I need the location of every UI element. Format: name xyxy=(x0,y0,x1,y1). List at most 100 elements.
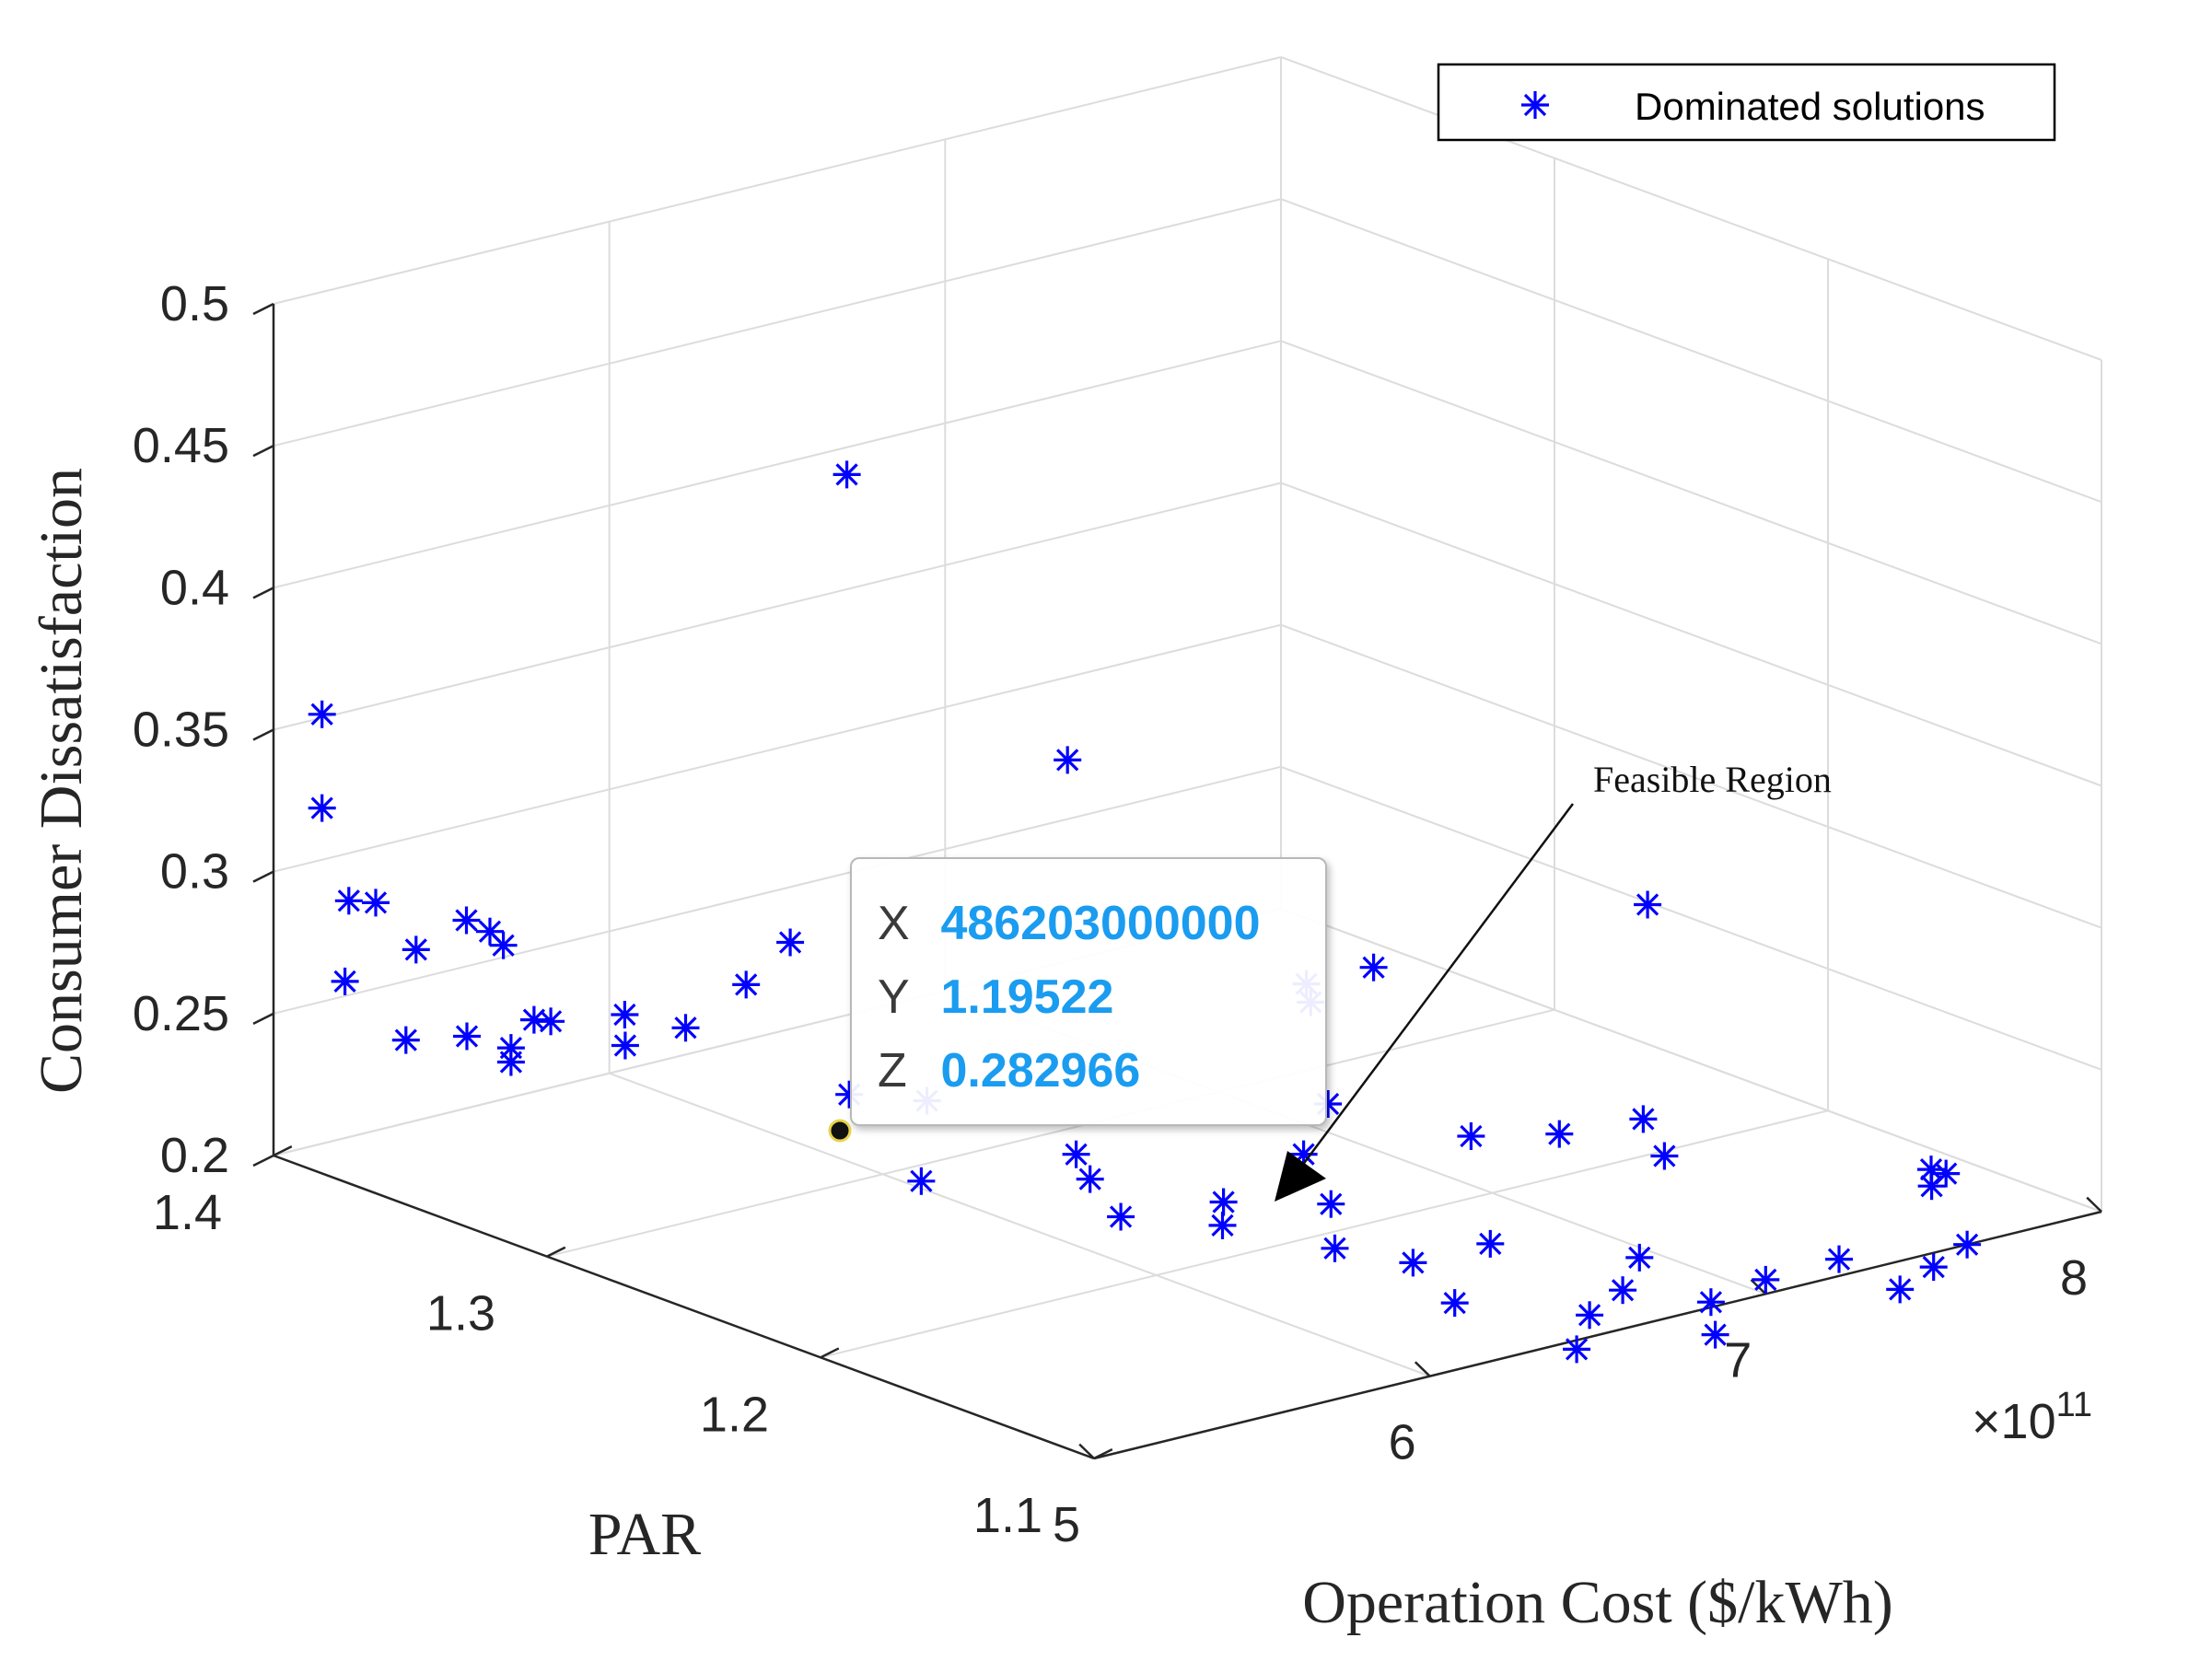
data-point xyxy=(1650,1142,1679,1170)
grid-line xyxy=(273,482,1282,731)
data-point xyxy=(453,1022,481,1051)
data-point xyxy=(1696,1288,1725,1317)
data-point xyxy=(832,460,861,489)
grid-line xyxy=(273,198,1282,447)
x-tick-label: 5 xyxy=(1053,1497,1080,1552)
x-tick-label: 6 xyxy=(1389,1415,1416,1470)
x-axis-exponent: ×1011 xyxy=(1972,1386,2092,1449)
datatip-x-row: X 486203000000 xyxy=(878,887,1325,960)
z-tick-mark xyxy=(252,302,274,316)
data-point xyxy=(1563,1335,1591,1364)
data-point xyxy=(1545,1120,1574,1148)
data-point xyxy=(452,906,481,935)
data-point xyxy=(1629,1105,1658,1133)
grid-line xyxy=(273,623,1282,873)
y-tick-label: 1.2 xyxy=(700,1387,769,1442)
data-point xyxy=(1107,1202,1135,1231)
datatip-y-row: Y 1.19522 xyxy=(878,960,1325,1034)
grid-line xyxy=(1280,908,2102,1213)
z-tick-mark xyxy=(252,445,274,458)
data-point xyxy=(1609,1276,1637,1305)
x-tick-label: 8 xyxy=(2060,1250,2088,1306)
grid-lines xyxy=(273,56,2102,1459)
datatip-z-row: Z 0.282966 xyxy=(878,1034,1325,1108)
data-point xyxy=(1208,1211,1237,1239)
z-tick-label: 0.4 xyxy=(160,560,229,615)
data-point xyxy=(1321,1234,1349,1262)
legend-label: Dominated solutions xyxy=(1635,85,1985,128)
data-point xyxy=(1953,1230,1982,1259)
y-tick-label: 1.3 xyxy=(426,1286,495,1342)
data-point xyxy=(1359,953,1388,982)
datatip-marker[interactable] xyxy=(828,1119,852,1143)
data-point xyxy=(489,931,518,959)
x-tick-label: 7 xyxy=(1724,1332,1752,1388)
grid-line xyxy=(609,1072,1431,1377)
grid-line xyxy=(1280,482,2102,787)
data-point xyxy=(671,1014,700,1042)
grid-line xyxy=(1280,198,2102,504)
data-point xyxy=(732,970,761,999)
datatip[interactable]: X 486203000000 Y 1.19522 Z 0.282966 xyxy=(850,857,1327,1126)
z-tick-mark xyxy=(252,870,274,883)
grid-line xyxy=(1280,623,2102,929)
feasible-region-annotation: Feasible Region xyxy=(1275,759,1832,1202)
data-point xyxy=(496,1048,525,1076)
data-point xyxy=(1209,1188,1238,1216)
y-axis-label: PAR xyxy=(588,1501,701,1568)
datatip-z-label: Z xyxy=(878,1044,907,1098)
data-point xyxy=(907,1167,936,1195)
annotation-arrowhead-icon xyxy=(1275,1151,1326,1202)
grid-line xyxy=(273,765,1282,1015)
x-tick-mark xyxy=(2086,1196,2102,1213)
data-point xyxy=(331,967,359,995)
data-point xyxy=(391,1026,420,1054)
z-tick-mark xyxy=(252,1154,274,1167)
data-point xyxy=(1440,1289,1469,1318)
grid-line xyxy=(1280,56,2102,361)
datatip-y-value: 1.19522 xyxy=(940,970,1114,1024)
data-point xyxy=(1576,1301,1604,1330)
annotation-arrow-line xyxy=(1289,803,1575,1181)
x-tick-mark xyxy=(1078,1443,1095,1459)
x-tick-mark xyxy=(1414,1361,1431,1377)
grid-line xyxy=(546,1008,1555,1258)
datatip-x-value: 486203000000 xyxy=(940,897,1261,950)
datatip-y-label: Y xyxy=(878,970,910,1024)
z-tick-mark xyxy=(252,728,274,741)
z-tick-label: 0.5 xyxy=(160,276,229,331)
data-point xyxy=(1701,1320,1729,1349)
z-axis-label: Consumer Dissatisfaction xyxy=(28,468,95,1094)
data-points xyxy=(308,460,1982,1364)
grid-line xyxy=(273,340,1282,589)
z-tick-label: 0.35 xyxy=(133,703,229,758)
data-point xyxy=(1634,890,1662,919)
y-tick-label: 1.1 xyxy=(973,1488,1042,1543)
data-point xyxy=(1457,1122,1485,1150)
x-axis-label: Operation Cost ($/kWh) xyxy=(1302,1569,1893,1636)
z-tick-mark xyxy=(252,1012,274,1025)
data-point xyxy=(611,1031,639,1060)
data-point xyxy=(1399,1249,1427,1277)
data-point xyxy=(1476,1229,1505,1258)
data-point xyxy=(776,928,805,957)
z-tick-label: 0.45 xyxy=(133,418,229,473)
data-point xyxy=(1076,1165,1104,1193)
x-axis-line xyxy=(1093,1210,2102,1460)
y-tick-label: 1.4 xyxy=(153,1185,222,1240)
y-axis-line xyxy=(273,1154,1095,1460)
data-point xyxy=(334,887,363,915)
z-tick-label: 0.2 xyxy=(160,1128,229,1183)
z-tick-label: 0.3 xyxy=(160,844,229,900)
data-point xyxy=(402,935,430,964)
y-tick-mark xyxy=(820,1347,840,1359)
data-point xyxy=(1825,1245,1853,1273)
legend-box xyxy=(1437,63,2056,142)
tick-labels: 5 6 7 8 1.1 1.2 1.3 1.40.2 0.25 0.3 0.35 0.4 0.45 0.5 xyxy=(133,276,2088,1552)
annotation-text: Feasible Region xyxy=(1593,759,1832,800)
data-point xyxy=(1886,1275,1915,1304)
legend: Dominated solutions xyxy=(1437,63,2056,142)
data-point xyxy=(1752,1265,1780,1294)
grid-line xyxy=(820,1109,1829,1359)
